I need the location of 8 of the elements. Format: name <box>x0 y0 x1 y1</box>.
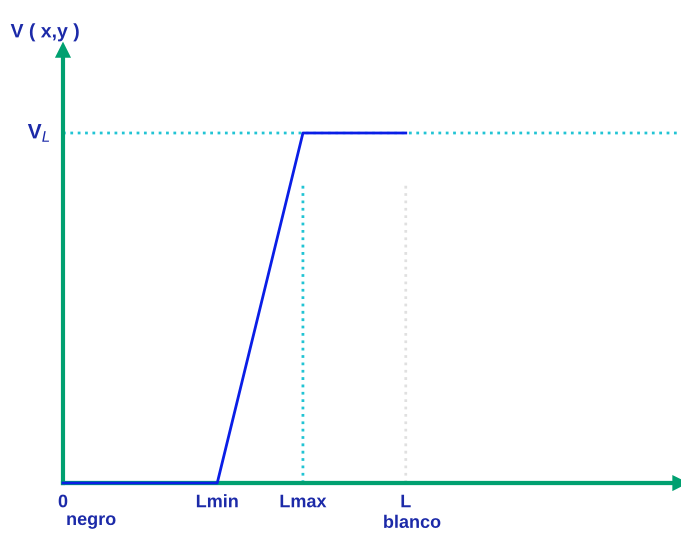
x-tick-label: Lmax <box>280 494 326 508</box>
text: negro <box>67 515 116 529</box>
x-tick-label: L <box>401 494 411 508</box>
y-axis-title: V ( x,y ) <box>10 23 79 42</box>
text: blanco <box>384 514 440 528</box>
ref-line-label: V$_{L}$ <box>28 124 50 142</box>
x-tick-label: 0 <box>58 494 68 508</box>
x-tick-label: Lmin <box>196 494 238 508</box>
